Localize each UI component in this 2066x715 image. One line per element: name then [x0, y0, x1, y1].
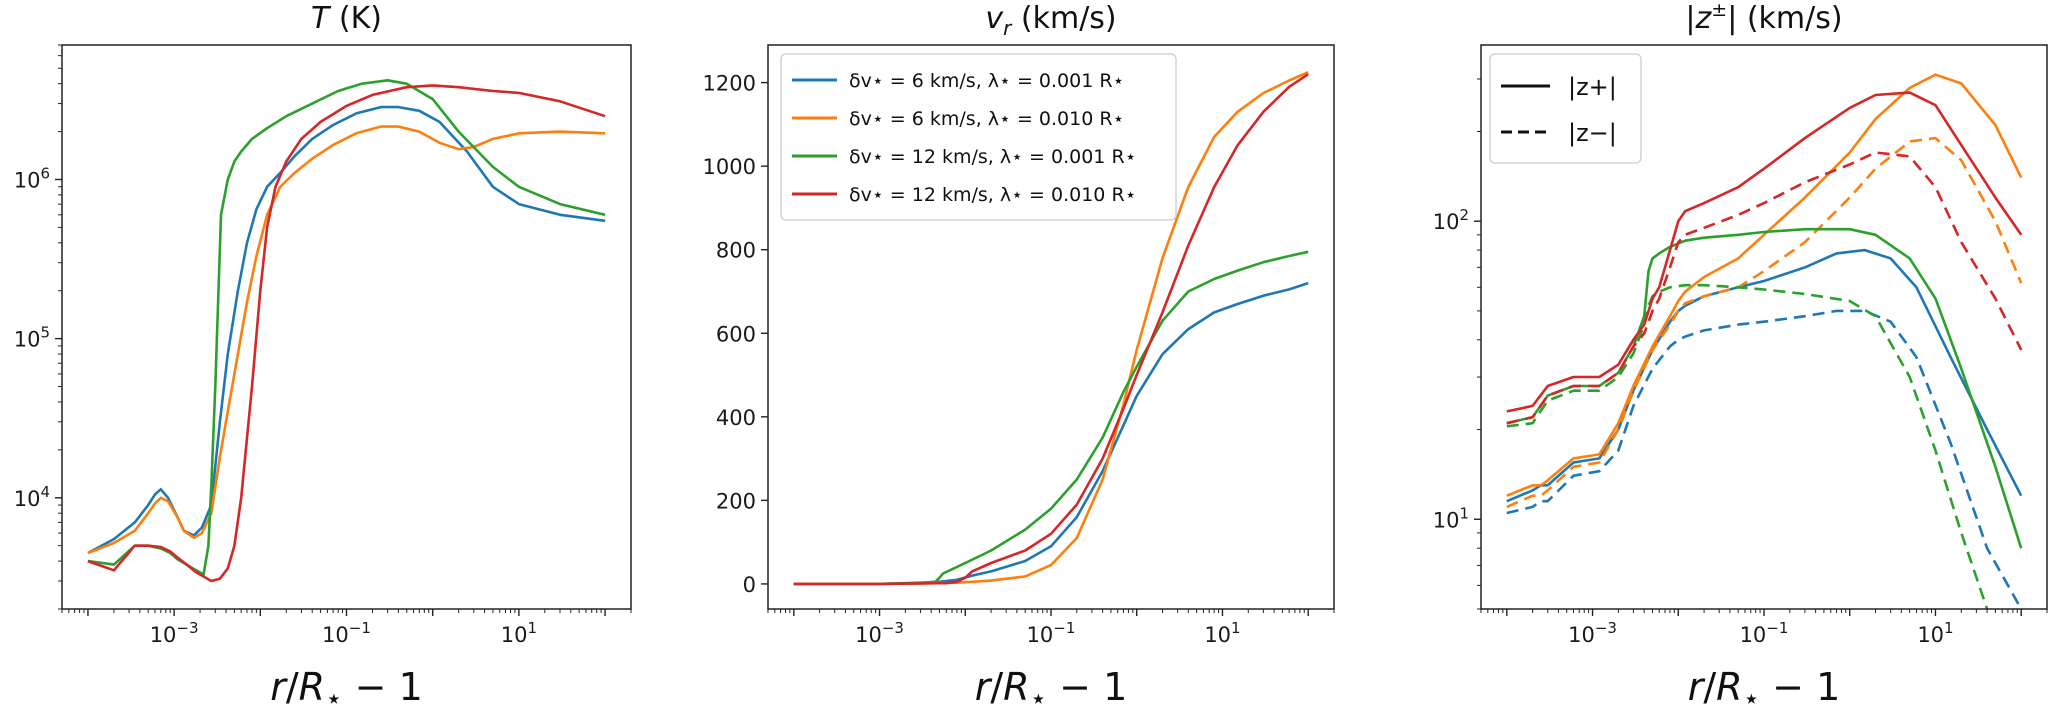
x-tick-label: 10−1: [1740, 619, 1789, 647]
legend-label: |z+|: [1568, 73, 1617, 101]
y-tick-label: 104: [14, 483, 50, 511]
legend-label: |z−|: [1568, 119, 1617, 147]
x-tick-label: 10−3: [1568, 619, 1617, 647]
y-tick-label: 106: [14, 164, 50, 192]
y-tick-label: 1000: [703, 155, 756, 179]
x-axis-label: r/R⋆ − 1: [270, 665, 423, 715]
series-line-green-dashed: [1506, 283, 1989, 609]
chart-title: |z±| (km/s): [1685, 0, 1842, 36]
y-tick-label: 400: [716, 406, 756, 430]
panel-temperature: 10−3 10−1 101 104 105 106 T (K) r/R⋆ − 1: [14, 1, 632, 715]
series-line-blue: [1506, 248, 2023, 503]
x-axis-label: r/R⋆ − 1: [1688, 665, 1841, 715]
y-tick-label: 800: [716, 239, 756, 263]
series-line-blue: [793, 281, 1309, 586]
y-tick-label: 200: [716, 489, 756, 513]
legend-label: δv⋆ = 12 km/s, λ⋆ = 0.010 R⋆: [849, 184, 1137, 206]
series-group: [87, 79, 606, 583]
series-line-green: [793, 250, 1309, 586]
y-tick-label: 102: [1433, 206, 1469, 234]
series-line-blue: [87, 105, 606, 555]
legend-box: [1489, 53, 1642, 164]
x-tick-label: 101: [1917, 619, 1953, 647]
series-line-orange: [87, 125, 606, 555]
panel-radial-velocity: 10−3 10−1 101 0 200 400 600 800 1000 1200 vr (km/s…: [703, 1, 1335, 715]
chart-title: T (K): [311, 1, 382, 36]
legend-label: δv⋆ = 6 km/s, λ⋆ = 0.010 R⋆: [849, 108, 1124, 130]
x-tick-label: 10−3: [150, 619, 199, 647]
axes-frame: [61, 44, 632, 610]
y-tick-label: 1200: [703, 72, 756, 96]
series-line-blue-dashed: [1506, 309, 2023, 609]
series-line-orange: [1506, 73, 2023, 497]
y-tick-label: 600: [716, 322, 756, 346]
legend-box: [780, 53, 1177, 221]
x-tick-label: 10−1: [322, 619, 371, 647]
panel-elsasser-amplitudes: 10−3 10−1 101 101 102 |z±| (km/s) r/R⋆ − 1 |z+|…: [1433, 0, 2048, 715]
series-line-red: [793, 73, 1309, 586]
series-group: [1506, 73, 2023, 609]
x-tick-label: 10−1: [1027, 619, 1076, 647]
axes-frame: [767, 44, 1335, 610]
series-line-orange-dashed: [1506, 136, 2023, 509]
y-tick-label: 101: [1433, 504, 1469, 532]
series-line-green: [1506, 227, 2023, 549]
series-line-red: [1506, 91, 2023, 413]
chart-title: vr (km/s): [985, 1, 1116, 40]
legend-label: δv⋆ = 12 km/s, λ⋆ = 0.001 R⋆: [849, 146, 1137, 168]
y-tick-label: 105: [14, 324, 50, 352]
axes-frame: [1480, 44, 2048, 610]
series-line-red: [87, 84, 606, 583]
y-tick-label: 0: [743, 573, 756, 597]
series-group: [793, 71, 1309, 586]
series-line-red-dashed: [1506, 151, 2023, 425]
x-tick-label: 101: [501, 619, 537, 647]
x-tick-label: 10−3: [855, 619, 904, 647]
x-axis-label: r/R⋆ − 1: [975, 665, 1128, 715]
legend-label: δv⋆ = 6 km/s, λ⋆ = 0.001 R⋆: [849, 70, 1124, 92]
x-tick-label: 101: [1204, 619, 1240, 647]
